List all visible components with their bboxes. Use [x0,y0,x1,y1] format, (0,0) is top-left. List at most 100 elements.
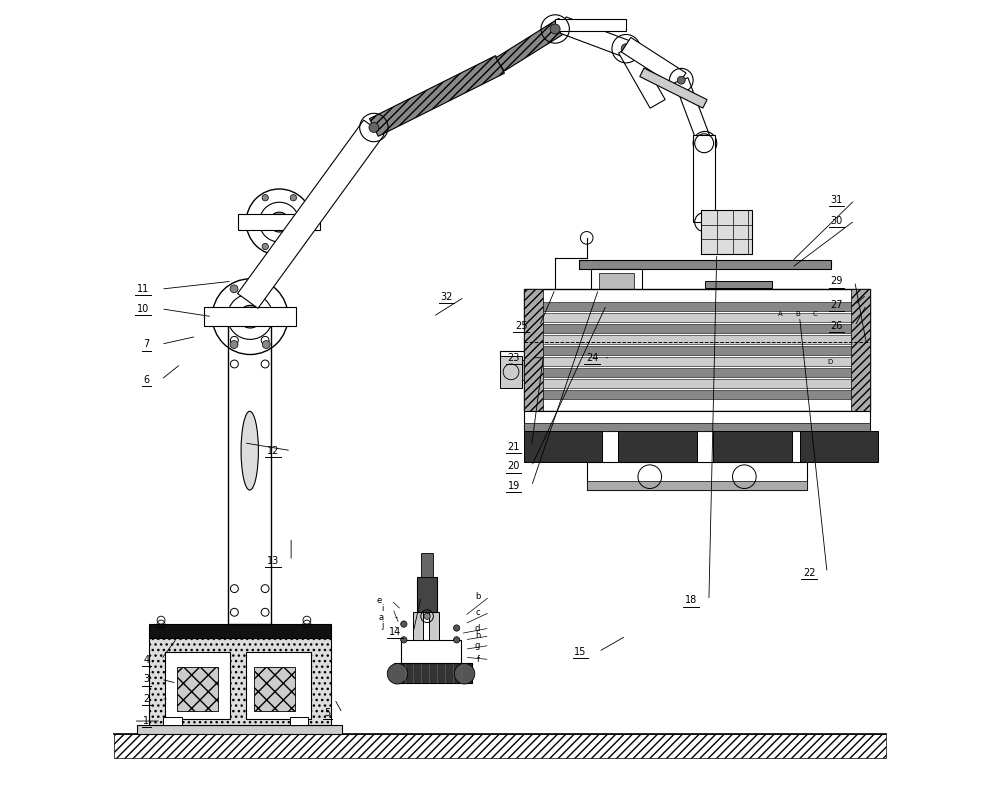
Ellipse shape [241,411,258,490]
Bar [587,481,807,490]
Bar [768,289,835,340]
Circle shape [387,664,408,684]
Bar [417,577,437,612]
Polygon shape [560,17,629,57]
Text: 13: 13 [267,556,279,566]
Bar [149,624,331,638]
Circle shape [290,244,297,250]
Text: C: C [813,312,818,317]
Polygon shape [114,734,886,758]
Polygon shape [621,37,686,88]
Text: 15: 15 [574,647,587,657]
Text: h: h [475,631,480,641]
Circle shape [621,44,631,54]
Bar [401,640,461,664]
Bar [705,288,772,301]
Polygon shape [619,44,665,108]
Text: g: g [475,641,480,650]
Circle shape [262,285,270,293]
Bar [413,612,423,640]
Bar [551,360,565,380]
Bar [543,312,851,322]
Text: 32: 32 [440,292,453,302]
Bar [254,668,295,711]
Bar [137,725,342,734]
Bar [543,301,851,311]
Bar [579,260,831,270]
Bar [543,379,851,388]
Bar [713,360,727,380]
Bar [543,368,851,377]
Bar [524,289,870,411]
Text: 4: 4 [143,655,149,664]
Circle shape [214,312,222,320]
Text: i: i [381,604,383,613]
Circle shape [304,219,311,225]
Bar [591,270,642,305]
Circle shape [262,341,270,349]
Bar [177,668,218,711]
Circle shape [278,312,286,320]
Bar [587,463,807,490]
Circle shape [424,613,430,619]
Bar [165,652,230,719]
Text: 24: 24 [586,353,599,362]
Circle shape [550,24,560,34]
Text: A: A [778,312,783,317]
Text: c: c [476,607,480,617]
Bar [634,360,648,380]
Polygon shape [496,18,567,71]
Bar [851,289,870,411]
Bar [246,652,311,719]
Bar [752,360,766,380]
Text: e: e [377,596,382,605]
Circle shape [248,219,254,225]
Circle shape [401,621,407,627]
Text: 27: 27 [830,300,843,310]
Circle shape [369,123,379,132]
Bar [228,316,271,624]
Text: b: b [475,592,480,601]
Circle shape [454,664,475,684]
Text: 22: 22 [803,568,815,578]
Bar [599,274,634,301]
Bar [587,360,601,380]
Text: 2: 2 [143,694,149,704]
Circle shape [453,637,460,643]
Polygon shape [238,120,384,308]
Text: 19: 19 [507,481,520,491]
Bar [543,346,851,355]
Bar [713,431,792,463]
Bar [429,612,439,640]
Bar [524,431,602,463]
Bar [673,360,688,380]
Bar [516,360,530,380]
Circle shape [677,76,685,84]
Circle shape [230,341,238,349]
Text: 20: 20 [507,461,520,471]
Text: 12: 12 [267,445,279,456]
Bar [524,423,870,431]
Text: 5: 5 [324,708,331,718]
Bar [543,324,851,333]
Polygon shape [555,19,626,32]
Bar [394,664,472,683]
Bar [421,553,433,577]
Circle shape [269,212,289,232]
Circle shape [239,305,261,328]
Bar [543,335,851,344]
Bar [606,274,634,289]
Bar [800,431,878,463]
Bar [543,357,851,366]
Text: a: a [378,613,383,623]
Text: 3: 3 [143,674,149,684]
Bar [599,289,642,340]
Text: 11: 11 [137,284,149,294]
Circle shape [453,625,460,631]
Text: 25: 25 [515,321,528,331]
Text: B: B [796,312,800,317]
Text: D: D [827,358,832,365]
Bar [163,717,182,725]
Bar [701,210,752,254]
Text: f: f [477,655,480,664]
